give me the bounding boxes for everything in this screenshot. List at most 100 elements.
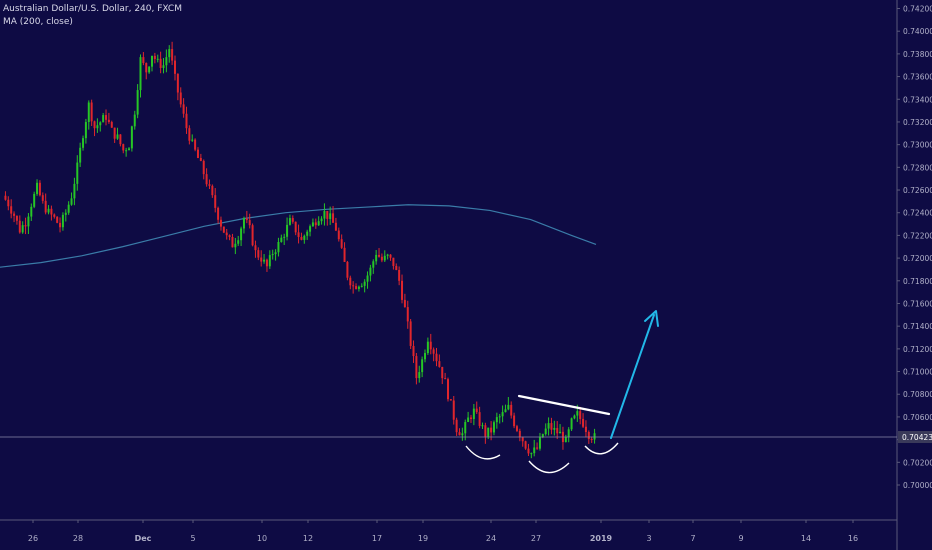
candle-body — [337, 230, 340, 240]
x-tick-label: 24 — [486, 534, 496, 543]
candle-body — [33, 193, 36, 207]
y-tick-label: 0.71400 — [903, 322, 932, 331]
candle-body — [478, 412, 481, 426]
candle-body — [357, 286, 360, 289]
candle-body — [567, 429, 570, 437]
candle-body — [550, 423, 553, 430]
candle-body — [343, 247, 346, 262]
candle-body — [151, 55, 153, 67]
candle-body — [538, 437, 541, 449]
x-tick-label: Dec — [135, 534, 152, 543]
candle-body — [93, 121, 96, 129]
candle-body — [185, 113, 188, 129]
candle-body — [283, 236, 286, 238]
candle-body — [50, 208, 53, 215]
bullish-arrow-head — [644, 310, 659, 327]
candle-body — [79, 147, 82, 163]
candle-body — [24, 225, 27, 227]
candle-body — [122, 144, 125, 151]
candle-body — [429, 341, 432, 350]
candle-body — [412, 345, 415, 357]
candle-body — [458, 432, 461, 436]
candle-body — [323, 210, 326, 219]
candle-body — [536, 447, 539, 449]
candle-body — [84, 122, 87, 139]
x-tick-label: 9 — [738, 534, 743, 543]
candle-body — [119, 134, 122, 145]
candle-body — [481, 425, 484, 427]
candle-body — [334, 222, 337, 231]
y-tick-label: 0.72200 — [903, 231, 932, 240]
y-tick-label: 0.71000 — [903, 368, 932, 377]
symbol-legend: Australian Dollar/U.S. Dollar, 240, FXCM — [3, 4, 182, 14]
candle-body — [521, 437, 524, 442]
candle-body — [444, 378, 447, 380]
candle-body — [366, 275, 369, 282]
candle-body — [136, 90, 139, 115]
candle-body — [116, 134, 119, 139]
indicator-legend: MA (200, close) — [3, 17, 73, 27]
candle-body — [484, 425, 487, 437]
last-price-label: 0.70423 — [902, 433, 932, 442]
candle-body — [515, 426, 518, 431]
candle-body — [406, 307, 409, 322]
candle-body — [202, 160, 205, 175]
candle-body — [113, 127, 116, 139]
candle-body — [73, 183, 76, 199]
candle-body — [593, 433, 596, 440]
candle-body — [395, 265, 398, 270]
candle-body — [409, 321, 412, 346]
candle-body — [498, 416, 501, 418]
candle-body — [222, 226, 225, 233]
candle-body — [386, 254, 389, 256]
candle-body — [139, 57, 142, 91]
x-tick-label: 7 — [690, 534, 695, 543]
candle-body — [360, 285, 363, 287]
candle-body — [541, 434, 544, 438]
candle-body — [415, 356, 418, 379]
candle-body — [398, 269, 401, 281]
candle-body — [553, 427, 556, 430]
candle-body — [159, 58, 162, 68]
y-tick-label: 0.70600 — [903, 413, 932, 422]
candle-body — [168, 49, 171, 58]
x-tick-label: 19 — [418, 534, 428, 543]
candle-body — [87, 102, 90, 123]
candle-body — [271, 254, 274, 256]
candle-body — [510, 404, 513, 416]
candle-body — [280, 237, 283, 242]
candle-body — [248, 220, 251, 226]
candle-body — [228, 235, 231, 237]
candle-body — [10, 206, 13, 214]
candle-body — [145, 63, 148, 73]
candle-body — [401, 280, 404, 300]
candle-body — [421, 359, 424, 373]
candle-body — [392, 257, 395, 266]
candle-body — [524, 441, 527, 449]
candle-body — [4, 195, 7, 200]
candle-body — [438, 361, 441, 367]
y-tick-label: 0.72000 — [903, 254, 932, 263]
y-tick-label: 0.71600 — [903, 299, 932, 308]
candle-body — [130, 126, 133, 149]
candle-body — [314, 222, 317, 226]
x-tick-label: 27 — [531, 534, 541, 543]
candle-body — [375, 254, 378, 262]
bullish-arrow-shaft — [610, 314, 655, 439]
candle-body — [556, 427, 559, 434]
x-tick-label: 12 — [303, 534, 313, 543]
candle-body — [242, 218, 245, 229]
candle-body — [133, 114, 136, 127]
candle-body — [311, 222, 314, 227]
candle-body — [513, 415, 516, 427]
candle-body — [297, 232, 300, 237]
candle-body — [199, 157, 202, 161]
last-price-tag — [898, 431, 932, 444]
x-tick-label: 5 — [190, 534, 195, 543]
candle-body — [533, 447, 536, 454]
candle-body — [96, 125, 99, 129]
candle-body — [30, 206, 33, 217]
candle-body — [369, 267, 372, 276]
candle-body — [245, 218, 248, 221]
